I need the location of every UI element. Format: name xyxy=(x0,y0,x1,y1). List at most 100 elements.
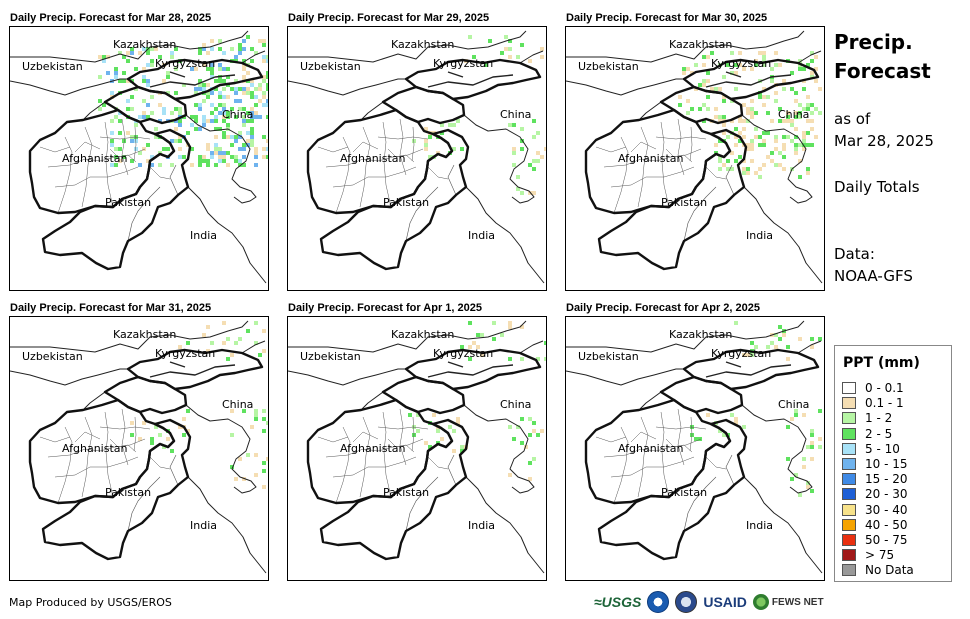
legend-label: 2 - 5 xyxy=(865,426,893,441)
precip-cell xyxy=(786,135,790,139)
precip-cell xyxy=(722,131,726,135)
precip-cell xyxy=(238,47,242,51)
precip-cell xyxy=(226,75,230,79)
precip-cell xyxy=(146,103,150,107)
precip-cell xyxy=(206,67,210,71)
precip-cell xyxy=(798,175,802,179)
precip-cell xyxy=(254,413,258,417)
precip-cell xyxy=(226,111,230,115)
precip-cell xyxy=(492,321,496,325)
precip-cell xyxy=(230,143,234,147)
precip-cell xyxy=(774,63,778,67)
precip-cell xyxy=(198,47,202,51)
precip-cell xyxy=(138,51,142,55)
precip-cell xyxy=(416,429,420,433)
precip-cell xyxy=(262,485,266,489)
precip-cell xyxy=(694,437,698,441)
country-label-china: China xyxy=(500,108,532,121)
precip-cell xyxy=(778,151,782,155)
country-label-china: China xyxy=(222,398,254,411)
precip-cell xyxy=(114,67,118,71)
precip-cell xyxy=(258,99,262,103)
precip-cell xyxy=(122,71,126,75)
precip-cell xyxy=(166,75,170,79)
precip-cell xyxy=(98,107,102,111)
precip-cell xyxy=(158,119,162,123)
precip-cell xyxy=(222,87,226,91)
precip-cell xyxy=(722,115,726,119)
precip-cell xyxy=(782,79,786,83)
precip-cell xyxy=(766,155,770,159)
precip-cell xyxy=(202,43,206,47)
sidebar-title-line1: Precip. xyxy=(834,30,913,54)
precip-cell xyxy=(262,429,266,433)
precip-cell xyxy=(210,111,214,115)
precip-cell xyxy=(532,457,536,461)
country-label-kazakhstan: Kazakhstan xyxy=(391,38,455,51)
precip-cell xyxy=(154,425,158,429)
precip-cell xyxy=(750,107,754,111)
precip-cell xyxy=(126,99,130,103)
precip-cell xyxy=(810,127,814,131)
precip-cell xyxy=(262,55,266,59)
precip-cell xyxy=(540,155,544,159)
precip-cell xyxy=(810,429,814,433)
precip-cell xyxy=(468,35,472,39)
precip-cell xyxy=(730,99,734,103)
precip-cell xyxy=(222,135,226,139)
precip-cell xyxy=(218,111,222,115)
precip-cell xyxy=(774,99,778,103)
precip-cell xyxy=(520,191,524,195)
precip-cell xyxy=(532,135,536,139)
region-map-svg xyxy=(10,30,268,284)
precip-cell xyxy=(234,91,238,95)
legend-label: 5 - 10 xyxy=(865,441,900,456)
precip-cell xyxy=(782,147,786,151)
as-of-value: Mar 28, 2025 xyxy=(834,132,934,150)
precip-cell xyxy=(802,147,806,151)
precip-cell xyxy=(794,115,798,119)
precip-cell xyxy=(508,425,512,429)
precip-cell xyxy=(746,107,750,111)
panel-title: Daily Precip. Forecast for Mar 28, 2025 xyxy=(10,12,212,24)
precip-cell xyxy=(814,79,818,83)
precip-cell xyxy=(130,159,134,163)
precip-cell xyxy=(734,321,738,325)
precip-cell xyxy=(714,115,718,119)
precip-cell xyxy=(154,135,158,139)
precip-cell xyxy=(730,413,734,417)
country-label-pakistan: Pakistan xyxy=(383,196,430,209)
precip-cell xyxy=(536,357,540,361)
precip-cell xyxy=(516,175,520,179)
precip-cell xyxy=(424,147,428,151)
precip-cell xyxy=(742,135,746,139)
precip-cell xyxy=(238,159,242,163)
precip-cell xyxy=(250,131,254,135)
precip-cell xyxy=(754,111,758,115)
precip-cell xyxy=(734,159,738,163)
precip-cell xyxy=(222,67,226,71)
precip-cell xyxy=(146,51,150,55)
precip-cell xyxy=(206,325,210,329)
precip-cell xyxy=(118,119,122,123)
precip-cell xyxy=(774,139,778,143)
precip-cell xyxy=(476,345,480,349)
precip-cell xyxy=(722,433,726,437)
precip-cell xyxy=(806,103,810,107)
precip-cell xyxy=(242,115,246,119)
precip-cell xyxy=(194,87,198,91)
precip-cell xyxy=(210,75,214,79)
precip-cell xyxy=(190,115,194,119)
precip-cell xyxy=(536,151,540,155)
precip-cell xyxy=(238,147,242,151)
precip-cell xyxy=(770,159,774,163)
precip-cell xyxy=(242,147,246,151)
region-map-svg xyxy=(566,30,823,284)
precip-cell xyxy=(262,155,266,159)
precip-cell xyxy=(174,107,178,111)
precip-cell xyxy=(770,67,774,71)
precip-cell xyxy=(460,345,464,349)
precip-cell xyxy=(516,425,520,429)
precip-cell xyxy=(742,119,746,123)
precip-cell xyxy=(456,119,460,123)
